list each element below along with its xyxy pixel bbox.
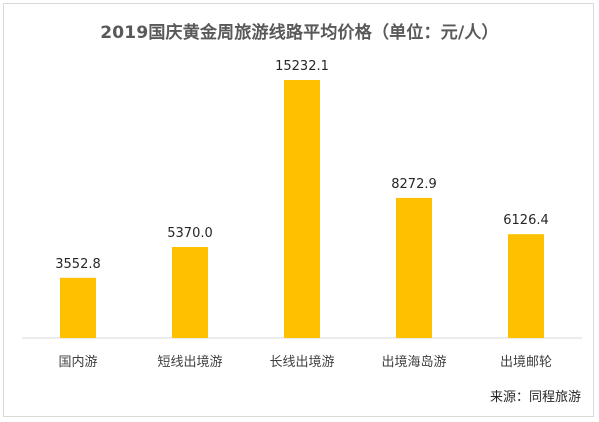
category-label-2: 短线出境游 (157, 355, 222, 370)
bar-4 (396, 197, 432, 338)
bar-value-label-2: 5370.0 (167, 226, 213, 241)
bar-3 (284, 80, 320, 338)
chart-title: 2019国庆黄金周旅游线路平均价格（单位：元/人） (100, 23, 499, 43)
bar-value-label-4: 8272.9 (391, 177, 437, 192)
bar-2 (172, 247, 208, 338)
bar-1 (60, 277, 96, 338)
category-label-4: 出境海岛游 (381, 354, 446, 370)
bar-5 (508, 234, 544, 338)
bar-value-label-1: 3552.8 (55, 257, 101, 272)
category-label-3: 长线出境游 (269, 355, 334, 370)
category-label-5: 出境邮轮 (500, 355, 552, 370)
source-note: 来源：同程旅游 (489, 390, 581, 405)
category-label-1: 国内游 (58, 354, 97, 370)
bar-value-label-5: 6126.4 (503, 213, 549, 228)
bar-value-label-3: 15232.1 (275, 59, 329, 74)
